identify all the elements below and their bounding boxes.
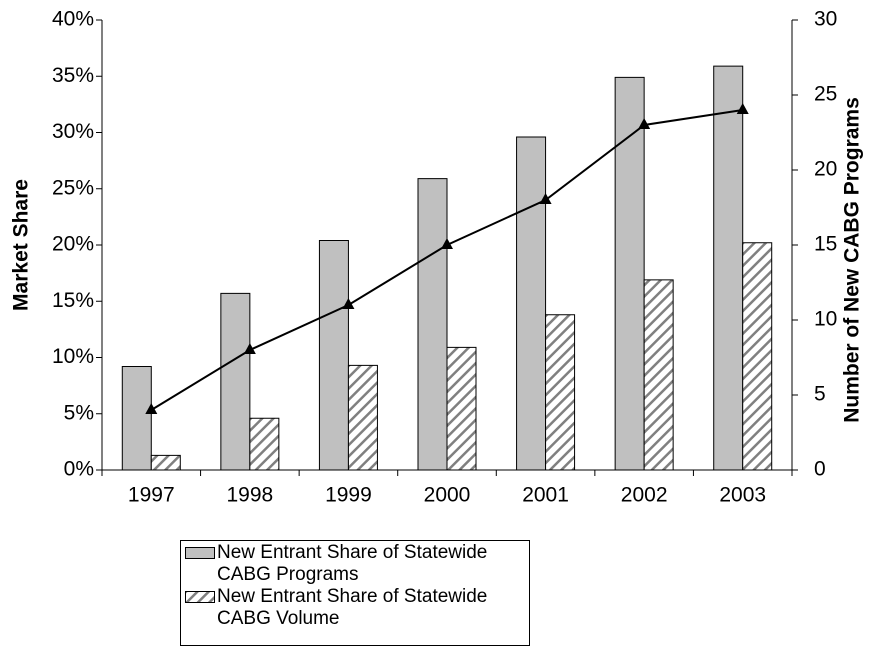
y2-axis-title: Number of New CABG Programs [841,97,864,423]
y2-tick-label: 10 [814,308,837,331]
bar [220,292,251,471]
legend-swatch [185,547,215,559]
bar [446,346,477,471]
bar [417,178,448,471]
legend-label: New Entrant Share of Statewide CABG Volu… [217,586,488,629]
bar [742,242,773,471]
bar [545,314,576,471]
y2-tick-label: 30 [814,8,837,31]
bar [121,366,152,471]
bar [713,65,744,471]
legend-label: New Entrant Share of Statewide CABG Prog… [217,542,488,585]
marker [342,298,355,309]
y-tick-label: 0% [64,458,94,481]
y2-tick-label: 25 [814,83,837,106]
legend-swatch-rect [185,547,215,559]
y-tick-label: 40% [52,8,94,31]
marker [638,118,651,129]
x-tick-label: 2002 [621,484,668,507]
marker [243,343,256,354]
y2-tick-label: 0 [814,458,826,481]
marker [145,403,158,414]
y-tick-label: 20% [52,233,94,256]
y2-tick-label: 20 [814,158,837,181]
bar [347,364,378,471]
y-tick-label: 30% [52,120,94,143]
legend-swatch-rect [185,591,215,603]
y2-tick-label: 15 [814,233,837,256]
y-tick-label: 35% [52,64,94,87]
y-tick-label: 15% [52,289,94,312]
legend-entry: New Entrant Share of Statewide CABG Volu… [185,586,525,630]
x-tick-label: 2003 [719,484,766,507]
y-tick-label: 10% [52,345,94,368]
x-tick-label: 1998 [226,484,273,507]
marker [539,193,552,204]
x-tick-label: 1997 [128,484,175,507]
bar [643,279,674,471]
y-tick-label: 5% [64,401,94,424]
marker [736,103,749,114]
legend: New Entrant Share of Statewide CABG Prog… [180,540,530,646]
x-tick-label: 2001 [522,484,569,507]
bar [249,417,280,471]
y-tick-label: 25% [52,176,94,199]
marker [441,238,453,249]
bar [150,454,181,471]
legend-entry: New Entrant Share of Statewide CABG Prog… [185,542,525,586]
x-tick-label: 2000 [424,484,471,507]
chart: Market Share Number of New CABG Programs… [10,8,864,507]
bar [318,240,349,471]
x-tick-label: 1999 [325,484,372,507]
y-axis-title: Market Share [10,179,33,311]
legend-swatch [185,591,215,603]
y2-tick-label: 5 [814,383,826,406]
bar [516,136,547,471]
